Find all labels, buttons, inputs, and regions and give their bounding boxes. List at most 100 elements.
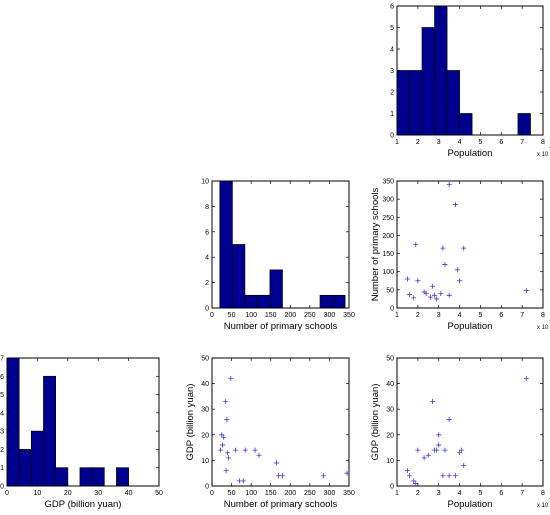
x-tick-label: 50 [155,490,163,497]
scatter-point [225,455,231,461]
y-tick-label: 250 [382,215,394,222]
x-tick-label: 0 [210,490,214,497]
scatter-point [425,452,431,458]
y-tick-label: 40 [201,381,209,388]
y-tick-label: 5 [390,25,394,32]
y-tick-label: 30 [201,407,209,414]
x-tick-label: 1 [395,139,399,146]
x-tick-label: 150 [265,312,277,319]
y-tick-label: 20 [201,432,209,439]
y-tick-label: 6 [390,4,394,11]
scatter-point [436,442,442,448]
y-tick-label: 4 [0,410,4,417]
x-tick-label: 30 [94,490,102,497]
scatter-point [440,473,446,479]
x-tick-label: 3 [437,139,441,146]
x-tick-label: 7 [520,490,524,497]
y-axis-label: GDP (billion yuan) [185,384,196,461]
x-tick-label: 8 [541,312,545,319]
x-axis-label: GDP (billion yuan) [45,499,122,510]
x-tick-label: 7 [520,312,524,319]
population-vs-gdp-scatter-panel: 1 2 3 4 5 6 7 8 0 10 20 30 40 50 Population GDP (billio… [370,356,550,511]
histogram-bar [409,70,423,136]
x-tick-label: 350 [343,312,355,319]
scatter-point [427,294,433,300]
x-tick-label: 0 [5,490,9,497]
x-exponent-label: x 10 [537,152,549,158]
y-tick-label: 6 [0,374,4,381]
scatter-point [438,290,444,296]
scatter-point [446,182,452,188]
x-exponent-label: x 10 [537,503,549,509]
scatter-point [434,296,440,302]
x-tick-label: 3 [437,490,441,497]
y-tick-label: 50 [386,287,394,294]
histogram-bar [319,294,333,309]
y-tick-label: 4 [390,47,394,54]
y-tick-label: 40 [386,381,394,388]
scatter-point [223,399,229,405]
scatter-point [446,292,452,298]
y-tick-label: 1 [390,111,394,118]
histogram-bar [459,113,473,136]
y-tick-label: 1 [0,465,4,472]
plot-frame [396,357,544,487]
scatter-point [457,450,463,456]
scatter-point [404,468,410,474]
scatter-point [228,375,234,381]
scatter-point [274,460,280,466]
x-axis-label: Population [448,321,493,332]
scatter-point [219,432,225,438]
y-tick-label: 200 [382,233,394,240]
histogram-bar [79,467,93,487]
y-tick-label: 2 [0,447,4,454]
y-tick-label: 2 [390,90,394,97]
scatter-point [452,473,458,479]
scatter-point [415,447,421,453]
y-tick-label: 7 [0,356,4,363]
x-tick-label: 2 [416,490,420,497]
y-tick-label: 0 [205,484,209,491]
x-tick-label: 7 [520,139,524,146]
x-tick-label: 300 [324,490,336,497]
x-axis-label: Number of primary schools [224,321,338,332]
histogram-bar [6,357,20,487]
x-tick-label: 5 [478,490,482,497]
scatter-point [423,290,429,296]
plot-frame [211,357,350,487]
scatter-point [436,432,442,438]
x-tick-label: 100 [245,312,257,319]
x-tick-label: 50 [228,490,236,497]
scatter-point [446,416,452,422]
y-tick-label: 30 [386,407,394,414]
y-tick-label: 20 [386,432,394,439]
y-tick-label: 350 [382,179,394,186]
x-axis-label: Population [448,499,493,510]
x-tick-label: 250 [304,312,316,319]
x-tick-label: 1 [395,490,399,497]
scatter-point [411,295,417,301]
scatter-point [240,478,246,484]
y-tick-label: 10 [386,458,394,465]
scatter-point [413,242,419,247]
scatter-point [279,473,285,479]
y-tick-label: 5 [0,392,4,399]
scatter-point [523,375,529,381]
y-tick-label: 6 [205,229,209,236]
x-tick-label: 350 [343,490,355,497]
y-tick-label: 50 [201,356,209,363]
scatter-point [407,292,413,298]
population-vs-schools-scatter-panel: 1 2 3 4 5 6 7 8 0 50 100 150 200 250 300 350 Population N… [370,179,550,333]
x-tick-label: 4 [458,312,462,319]
scatter-point [344,470,350,476]
x-tick-label: 40 [125,490,133,497]
histogram-bar [421,27,435,136]
y-tick-label: 4 [205,255,209,262]
x-tick-label: 10 [34,490,42,497]
x-axis-label: Number of primary schools [224,499,338,510]
scatter-point [446,473,452,479]
y-tick-label: 300 [382,197,394,204]
x-tick-label: 6 [499,490,503,497]
